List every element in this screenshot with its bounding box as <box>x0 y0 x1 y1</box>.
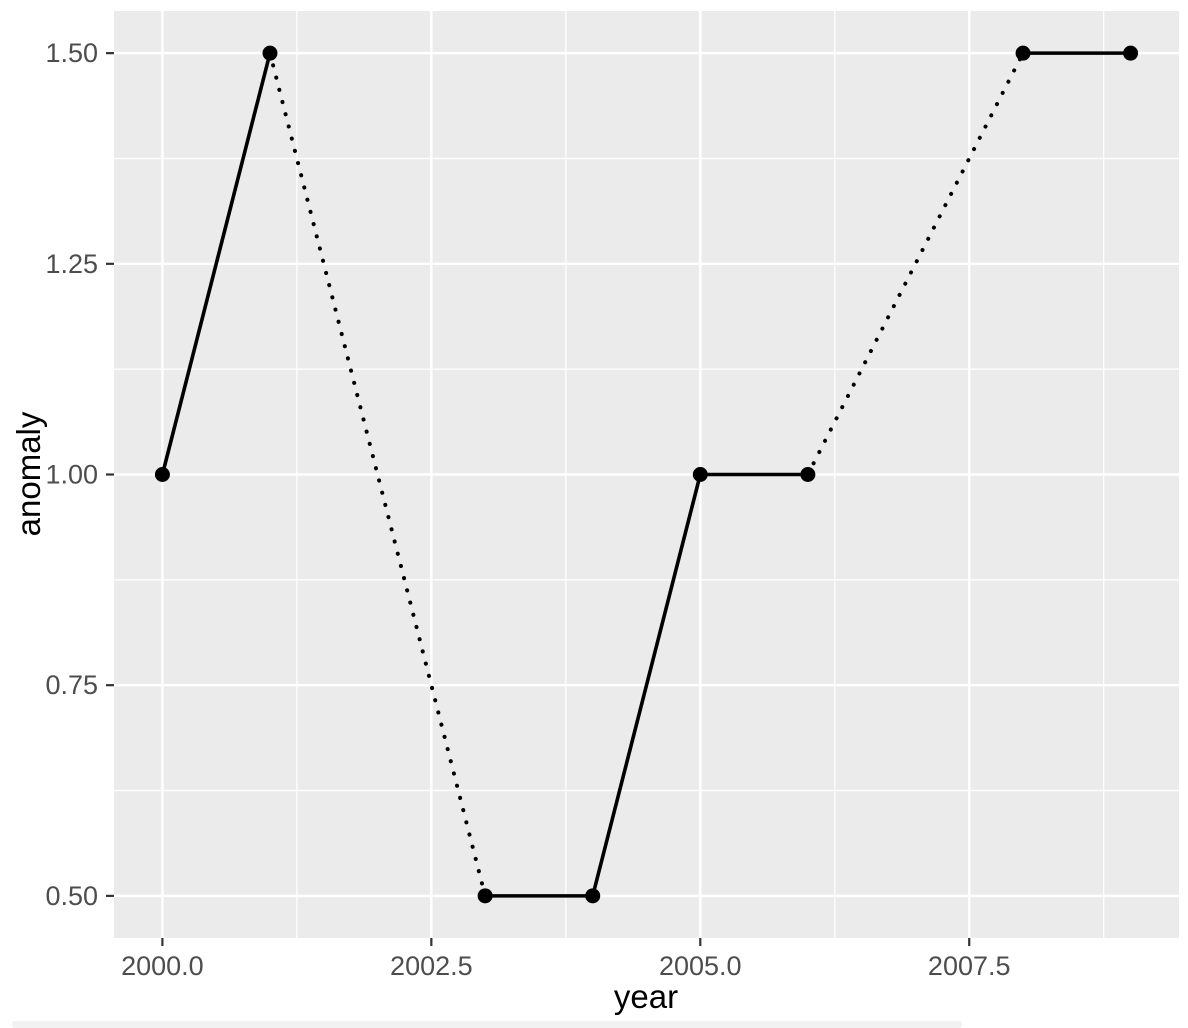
data-point <box>800 467 816 482</box>
y-axis-tick-labels: 0.50 0.75 1.00 1.25 1.50 <box>45 38 98 911</box>
data-point <box>154 467 170 482</box>
y-tick-label: 0.75 <box>45 670 98 700</box>
anomaly-series <box>160 51 1131 898</box>
data-point <box>1123 45 1139 61</box>
y-tick-label: 1.00 <box>45 460 98 490</box>
y-axis-title: anomaly <box>10 411 47 536</box>
data-point <box>585 888 601 904</box>
data-point <box>477 888 493 904</box>
y-tick-label: 1.50 <box>45 38 98 68</box>
data-points <box>154 45 1139 904</box>
x-tick-label: 2007.5 <box>928 951 1011 981</box>
x-tick-label: 2000.0 <box>121 951 204 981</box>
data-point <box>262 45 278 61</box>
x-axis-title: year <box>614 978 678 1015</box>
y-tick-label: 0.50 <box>45 881 98 911</box>
x-tick-label: 2005.0 <box>659 951 742 981</box>
y-tick-label: 1.25 <box>45 249 98 279</box>
series-segment-solid <box>160 52 272 475</box>
data-point <box>1015 45 1031 61</box>
x-tick-label: 2002.5 <box>390 951 473 981</box>
series-segment-solid <box>590 474 703 897</box>
data-point <box>692 467 708 482</box>
x-axis-tick-labels: 2000.0 2002.5 2005.0 2007.5 <box>121 951 1010 981</box>
axis-tick-marks <box>106 52 971 946</box>
bottom-edge-artifact <box>12 1021 962 1028</box>
